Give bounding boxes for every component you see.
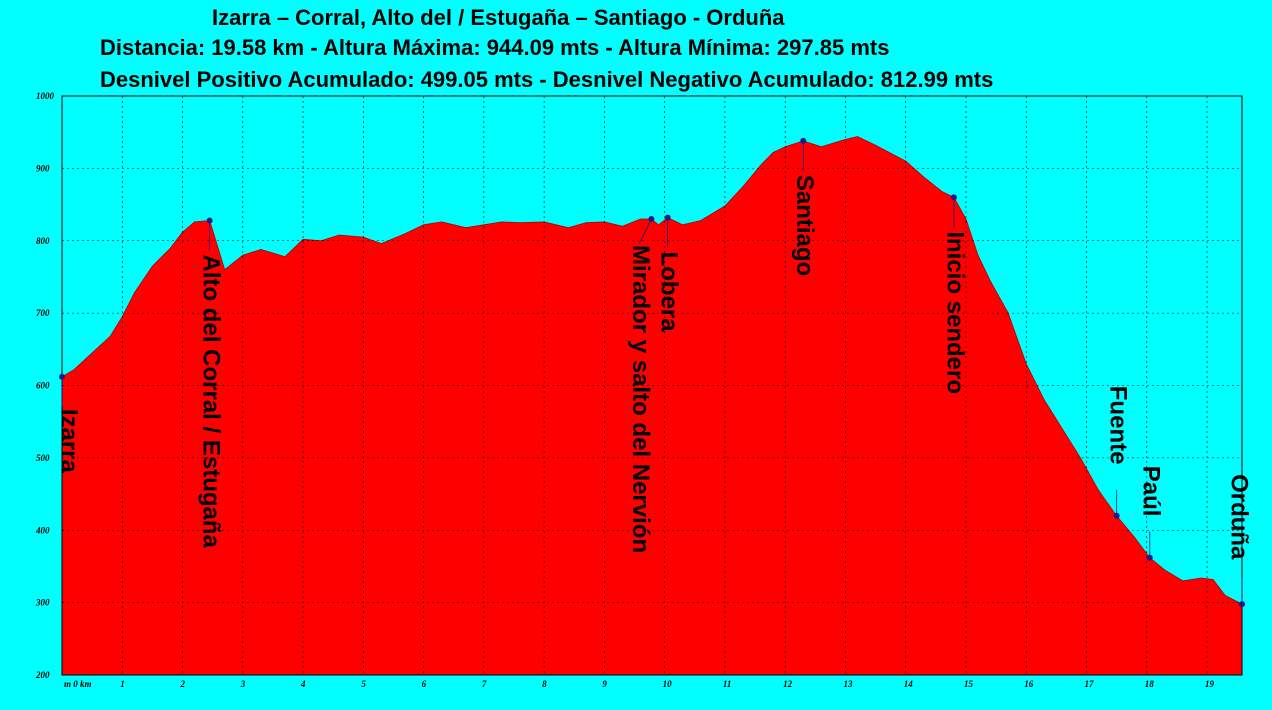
waypoint-label: Paúl xyxy=(1137,466,1164,517)
x-tick-label: 5 xyxy=(361,679,366,689)
waypoint-label: Inicio sendero xyxy=(942,231,969,394)
waypoint-label: Santiago xyxy=(791,175,818,276)
waypoint-marker xyxy=(648,216,655,223)
x-tick-label: 14 xyxy=(904,679,914,689)
x-tick-label: 11 xyxy=(723,679,732,689)
x-tick-label: 13 xyxy=(843,679,853,689)
waypoint-marker xyxy=(1146,554,1153,561)
x-tick-label: 8 xyxy=(542,679,547,689)
y-tick-label: 200 xyxy=(35,670,50,680)
x-tick-label: 1 xyxy=(120,679,125,689)
x-tick-label: 15 xyxy=(964,679,974,689)
x-tick-label: 18 xyxy=(1145,679,1155,689)
chart-title: Izarra – Corral, Alto del / Estugaña – S… xyxy=(212,5,785,30)
waypoint-label: Orduña xyxy=(1226,474,1253,560)
waypoint-marker xyxy=(59,373,65,380)
distance-summary: Distancia: 19.58 km - Altura Máxima: 944… xyxy=(100,35,890,60)
y-tick-label: 300 xyxy=(35,598,50,608)
x-tick-label: 6 xyxy=(422,679,427,689)
x-tick-label: 10 xyxy=(663,679,673,689)
x-tick-label: 4 xyxy=(300,679,306,689)
elevation-summary: Desnivel Positivo Acumulado: 499.05 mts … xyxy=(100,67,994,92)
waypoint-marker xyxy=(1113,512,1120,519)
y-tick-label: 900 xyxy=(36,163,50,173)
x-tick-label: 2 xyxy=(180,679,186,689)
y-tick-label: 600 xyxy=(36,381,50,391)
waypoint-marker xyxy=(800,137,807,144)
waypoint-marker xyxy=(206,217,213,224)
x-tick-label: 7 xyxy=(482,679,487,689)
waypoint-label: Izarra xyxy=(56,409,83,474)
waypoint-marker xyxy=(950,194,957,201)
x-tick-label: 12 xyxy=(783,679,793,689)
x-tick-label: 19 xyxy=(1205,679,1215,689)
y-tick-label: 400 xyxy=(35,525,50,535)
waypoint-label: Mirador y salto del Nervión xyxy=(627,245,654,553)
waypoint-label: Lobera xyxy=(655,252,682,333)
waypoint-label: Alto del Corral / Estugaña xyxy=(197,254,224,548)
waypoint-leader xyxy=(639,218,652,244)
y-tick-label: 700 xyxy=(36,308,50,318)
x-tick-label: 16 xyxy=(1024,679,1034,689)
waypoint-marker xyxy=(664,214,671,221)
y-tick-label: 800 xyxy=(36,236,50,246)
x-tick-label: m 0 km xyxy=(64,679,92,689)
y-tick-label: 500 xyxy=(36,453,50,463)
x-tick-label: 3 xyxy=(240,679,246,689)
x-tick-label: 9 xyxy=(602,679,607,689)
waypoint-label: Fuente xyxy=(1104,386,1131,465)
y-tick-label: 1000 xyxy=(36,91,55,101)
x-tick-label: 17 xyxy=(1085,679,1095,689)
waypoint-marker xyxy=(1239,601,1245,608)
